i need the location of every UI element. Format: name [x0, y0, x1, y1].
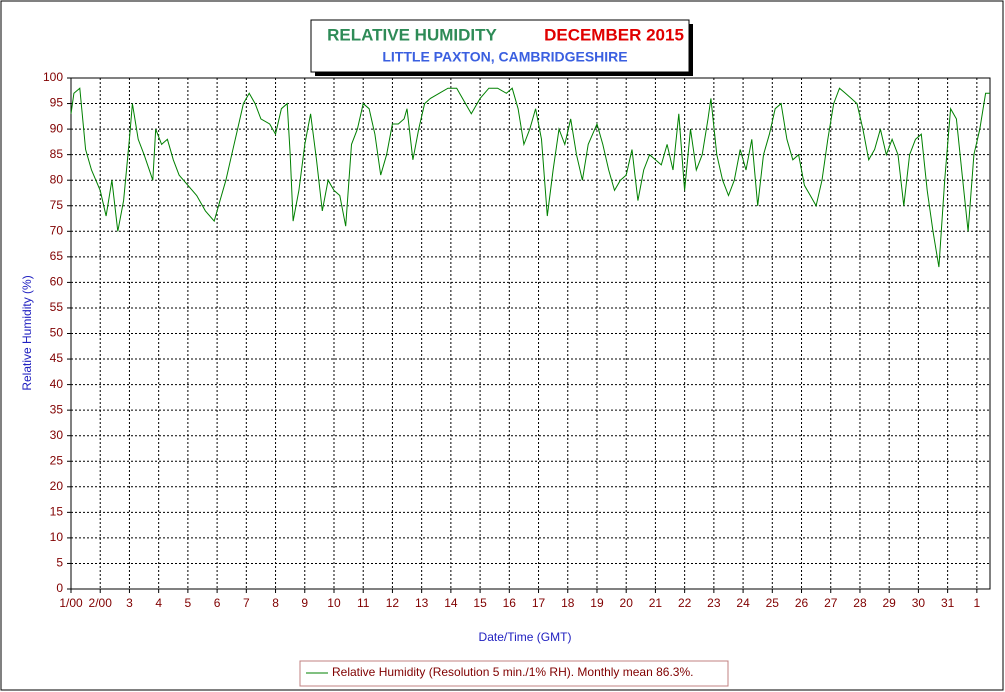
x-tick-label: 14: [444, 596, 458, 610]
x-tick-label: 30: [912, 596, 926, 610]
y-tick-label: 50: [50, 326, 64, 340]
y-tick-label: 5: [56, 556, 63, 570]
y-axis-label: Relative Humidity (%): [20, 275, 34, 390]
y-tick-label: 45: [50, 351, 64, 365]
x-tick-label: 13: [415, 596, 429, 610]
chart-subtitle: LITTLE PAXTON, CAMBRIDGESHIRE: [382, 49, 627, 65]
y-tick-label: 20: [50, 479, 64, 493]
x-tick-label: 3: [126, 596, 133, 610]
x-tick-label: 9: [301, 596, 308, 610]
x-tick-label: 27: [824, 596, 838, 610]
y-tick-label: 80: [50, 172, 64, 186]
y-tick-label: 70: [50, 223, 64, 237]
x-axis-label: Date/Time (GMT): [479, 630, 572, 644]
x-tick-label: 23: [707, 596, 721, 610]
x-tick-label: 25: [766, 596, 780, 610]
y-tick-label: 10: [50, 530, 64, 544]
x-tick-label: 1/00: [59, 596, 83, 610]
x-tick-label: 7: [243, 596, 250, 610]
y-tick-label: 25: [50, 453, 64, 467]
x-tick-label: 11: [357, 596, 370, 610]
x-tick-label: 17: [532, 596, 546, 610]
x-tick-label: 12: [386, 596, 400, 610]
y-tick-label: 100: [43, 70, 63, 84]
x-tick-label: 22: [678, 596, 692, 610]
y-tick-label: 90: [50, 121, 64, 135]
y-tick-label: 15: [50, 505, 64, 519]
title-box: [310, 19, 690, 73]
x-tick-label: 29: [883, 596, 897, 610]
x-tick-label: 26: [795, 596, 809, 610]
x-tick-label: 28: [853, 596, 867, 610]
chart-title-month: DECEMBER 2015: [544, 25, 684, 44]
y-tick-label: 95: [50, 96, 64, 110]
x-tick-label: 6: [214, 596, 221, 610]
legend-box: [299, 660, 729, 687]
y-tick-label: 30: [50, 428, 64, 442]
x-tick-label: 24: [736, 596, 750, 610]
y-tick-label: 85: [50, 147, 64, 161]
y-tick-label: 0: [56, 581, 63, 595]
x-tick-label: 16: [503, 596, 517, 610]
plot-border: [70, 77, 991, 590]
x-tick-label: 18: [561, 596, 575, 610]
x-tick-label: 1: [974, 596, 981, 610]
x-tick-label: 10: [327, 596, 341, 610]
x-tick-label: 2/00: [89, 596, 113, 610]
y-tick-label: 40: [50, 377, 64, 391]
x-tick-label: 21: [649, 596, 663, 610]
x-tick-label: 31: [941, 596, 955, 610]
y-tick-label: 65: [50, 249, 64, 263]
legend-label: Relative Humidity (Resolution 5 min./1% …: [332, 665, 693, 679]
x-tick-label: 19: [590, 596, 604, 610]
y-tick-label: 75: [50, 198, 64, 212]
y-tick-label: 60: [50, 275, 64, 289]
x-tick-label: 5: [185, 596, 192, 610]
x-tick-label: 8: [272, 596, 279, 610]
x-tick-label: 20: [620, 596, 634, 610]
x-tick-label: 4: [155, 596, 162, 610]
x-tick-label: 15: [473, 596, 487, 610]
y-tick-label: 35: [50, 402, 64, 416]
chart-title: RELATIVE HUMIDITY: [327, 25, 497, 44]
data-line: [70, 87, 990, 268]
y-tick-label: 55: [50, 300, 64, 314]
